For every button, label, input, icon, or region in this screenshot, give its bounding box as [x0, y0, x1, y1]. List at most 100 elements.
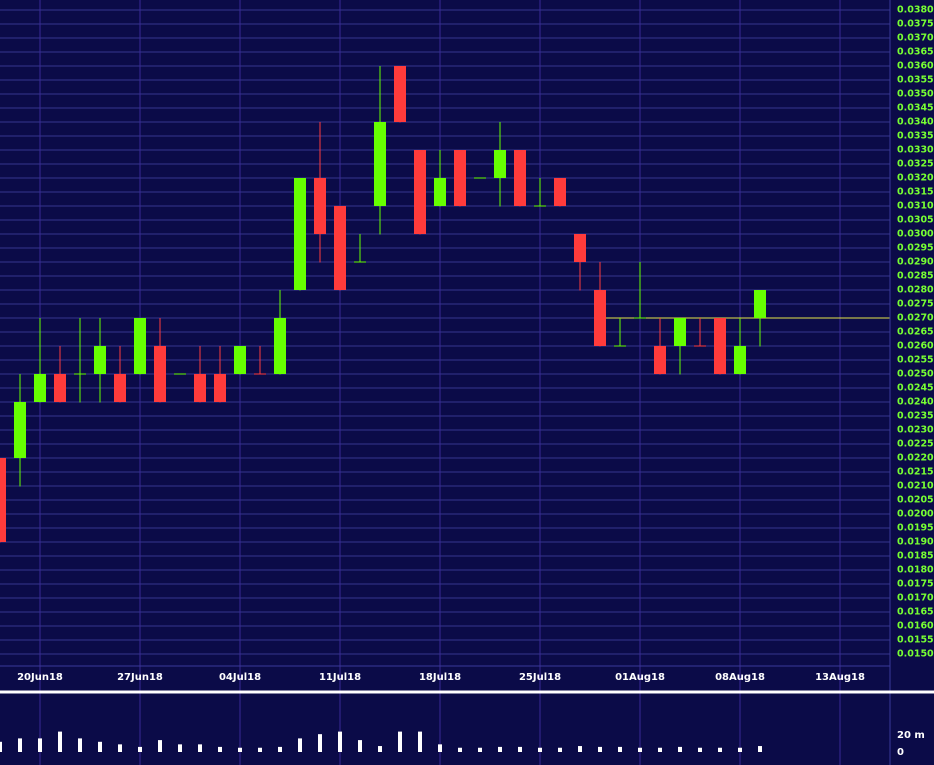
y-tick-label: 0.0265: [897, 327, 934, 338]
y-tick-label: 0.0285: [897, 271, 934, 282]
y-tick-label: 0.0230: [897, 425, 934, 436]
volume-bar: [118, 744, 122, 752]
volume-bar: [218, 746, 222, 752]
candle-body: [434, 178, 446, 206]
y-tick-label: 0.0330: [897, 145, 934, 156]
y-tick-label: 0.0260: [897, 341, 934, 352]
y-tick-label: 0.0310: [897, 201, 934, 212]
x-tick-label: 25Jul18: [519, 672, 561, 683]
y-tick-label: 0.0245: [897, 383, 934, 394]
y-tick-label: 0.0210: [897, 481, 934, 492]
volume-bar: [318, 734, 322, 752]
y-tick-label: 0.0150: [897, 649, 934, 660]
x-tick-label: 18Jul18: [419, 672, 461, 683]
y-tick-label: 0.0370: [897, 33, 934, 44]
y-tick-label: 0.0275: [897, 299, 934, 310]
y-tick-label: 0.0175: [897, 579, 934, 590]
x-tick-label: 11Jul18: [319, 672, 361, 683]
x-tick-label: 01Aug18: [615, 672, 665, 683]
y-tick-label: 0.0335: [897, 131, 934, 142]
y-tick-label: 0.0225: [897, 439, 934, 450]
volume-bar: [98, 741, 102, 752]
y-tick-label: 0.0280: [897, 285, 934, 296]
candle-body: [94, 346, 106, 374]
volume-bar: [498, 746, 502, 752]
y-tick-label: 0.0340: [897, 117, 934, 128]
y-tick-label: 0.0195: [897, 523, 934, 534]
volume-bar: [598, 746, 602, 752]
y-tick-label: 0.0165: [897, 607, 934, 618]
volume-bar: [678, 746, 682, 752]
candle-body: [294, 178, 306, 290]
y-tick-label: 0.0355: [897, 75, 934, 86]
y-tick-label: 0.0295: [897, 243, 934, 254]
volume-bar: [178, 744, 182, 752]
y-tick-label: 0.0180: [897, 565, 934, 576]
y-tick-label: 0.0250: [897, 369, 934, 380]
volume-bar: [418, 731, 422, 752]
candle-body: [134, 318, 146, 374]
volume-bar: [518, 746, 522, 752]
candle-body: [574, 234, 586, 262]
candle-body: [54, 374, 66, 402]
volume-bar: [18, 738, 22, 752]
x-tick-label: 20Jun18: [17, 672, 63, 683]
candle-body: [674, 318, 686, 346]
y-tick-label: 0.0215: [897, 467, 934, 478]
candle-body: [214, 374, 226, 402]
volume-tick-label: 20 m: [897, 730, 925, 741]
y-tick-label: 0.0255: [897, 355, 934, 366]
candle-body: [194, 374, 206, 402]
y-tick-label: 0.0155: [897, 635, 934, 646]
volume-bar: [698, 747, 702, 752]
volume-bar: [38, 738, 42, 752]
candle-body: [374, 122, 386, 206]
y-tick-label: 0.0270: [897, 313, 934, 324]
volume-bar: [258, 747, 262, 752]
candle-body: [494, 150, 506, 178]
volume-bar: [138, 746, 142, 752]
volume-bar: [538, 747, 542, 752]
candle-body: [0, 458, 6, 542]
volume-bar: [478, 747, 482, 752]
volume-bar: [378, 746, 382, 752]
candle-body: [454, 150, 466, 206]
y-tick-label: 0.0220: [897, 453, 934, 464]
y-tick-label: 0.0170: [897, 593, 934, 604]
x-tick-label: 27Jun18: [117, 672, 163, 683]
volume-bar: [578, 746, 582, 752]
volume-bar: [458, 747, 462, 752]
volume-bar: [58, 731, 62, 752]
candle-body: [554, 178, 566, 206]
volume-bar: [658, 747, 662, 752]
y-tick-label: 0.0160: [897, 621, 934, 632]
volume-bar: [278, 746, 282, 752]
y-tick-label: 0.0290: [897, 257, 934, 268]
candle-body: [514, 150, 526, 206]
y-tick-label: 0.0235: [897, 411, 934, 422]
candle-body: [414, 150, 426, 234]
grid: [0, 0, 890, 765]
volume-bar: [718, 747, 722, 752]
candle-body: [654, 346, 666, 374]
y-tick-label: 0.0380: [897, 5, 934, 16]
y-tick-label: 0.0200: [897, 509, 934, 520]
volume-bar: [198, 744, 202, 752]
x-tick-label: 04Jul18: [219, 672, 261, 683]
volume-tick-label: 0: [897, 747, 904, 758]
candle-body: [34, 374, 46, 402]
volume-bar: [558, 747, 562, 752]
y-tick-label: 0.0305: [897, 215, 934, 226]
volume-bar: [298, 738, 302, 752]
volume-bar: [638, 747, 642, 752]
candle-body: [114, 374, 126, 402]
marks: [0, 66, 890, 752]
y-tick-label: 0.0360: [897, 61, 934, 72]
y-tick-label: 0.0345: [897, 103, 934, 114]
y-tick-label: 0.0190: [897, 537, 934, 548]
candle-body: [154, 346, 166, 402]
volume-bar: [238, 747, 242, 752]
x-tick-label: 08Aug18: [715, 672, 765, 683]
y-tick-label: 0.0375: [897, 19, 934, 30]
